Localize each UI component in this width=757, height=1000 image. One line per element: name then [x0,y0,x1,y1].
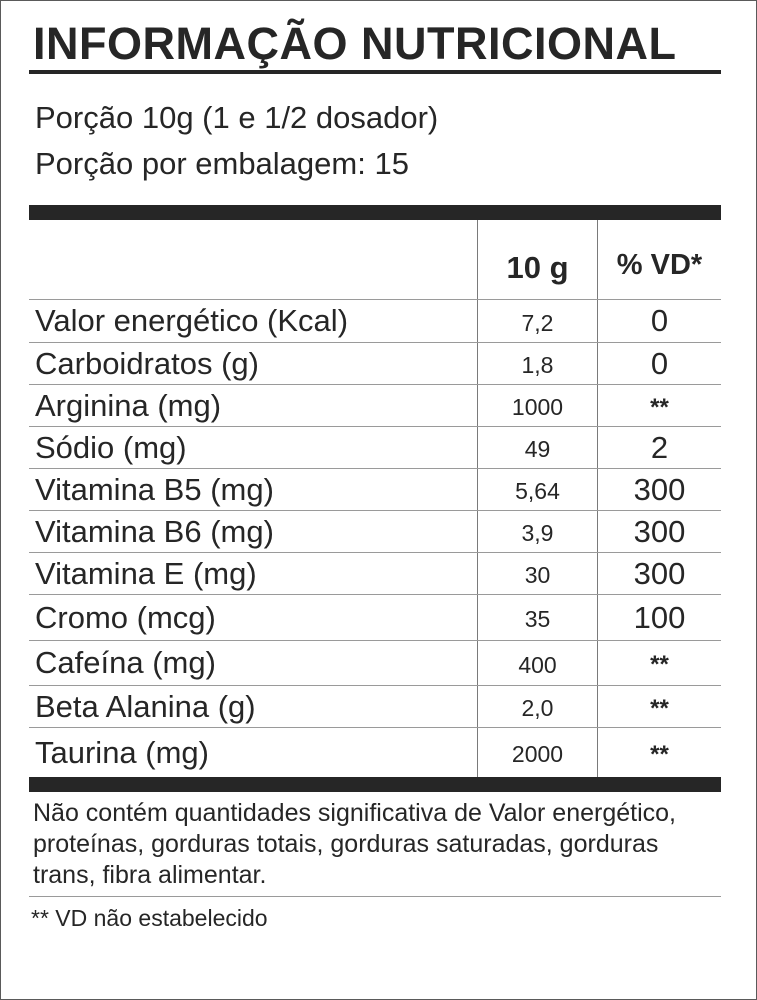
nutrient-daily-value: ** [650,651,669,678]
nutrient-amount: 5,64 [515,478,560,504]
label-title: INFORMAÇÃO NUTRICIONAL [33,18,677,69]
nutrient-daily-value: 0 [650,303,669,338]
servings-per-package: Porção por embalagem: 15 [35,146,409,181]
nutrient-daily-value: 100 [633,599,686,635]
serving-size: Porção 10g (1 e 1/2 dosador) [35,100,439,135]
nutrient-daily-value: 2 [650,429,669,465]
nutrient-name: Cafeína (mg) [35,645,216,680]
table-row: Vitamina B6 (mg) 3,9 300 [29,511,721,552]
nutrient-amount: 2,0 [521,695,554,721]
title-divider [29,70,721,74]
nutrient-name: Carboidratos (g) [35,345,259,381]
column-divider-vd [597,220,598,777]
nutrient-amount: 2000 [511,741,564,767]
nutrient-daily-value: 300 [633,471,686,507]
nutrient-name: Arginina (mg) [35,387,222,423]
table-top-bar [29,205,721,220]
header-amount: 10 g [506,250,569,285]
row-divider [29,468,721,469]
nutrient-name: Vitamina B5 (mg) [35,471,274,507]
nutrient-name: Taurina (mg) [35,734,209,770]
nutrient-name: Beta Alanina (g) [35,688,256,724]
nutrient-amount: 1000 [511,394,564,420]
nutrient-daily-value: 300 [633,513,686,549]
column-divider-amount [477,220,478,777]
row-divider [29,384,721,385]
row-divider [29,426,721,427]
nutrient-amount: 1,8 [521,352,554,378]
table-row: Taurina (mg) 2000 ** [29,728,721,777]
not-significant-note: Não contém quantidades significativa de … [33,799,676,889]
nutrient-name: Valor energético (Kcal) [35,303,349,338]
table-row: Arginina (mg) 1000 ** [29,385,721,426]
row-divider [29,510,721,511]
nutrient-daily-value: ** [650,740,669,768]
row-divider [29,594,721,595]
nutrient-amount: 30 [524,562,551,588]
nutrient-name: Cromo (mcg) [35,599,216,635]
nutrient-daily-value: ** [650,694,669,722]
row-divider [29,552,721,553]
table-row: Carboidratos (g) 1,8 0 [29,343,721,384]
row-divider [29,640,721,641]
nutrient-amount: 49 [524,436,551,462]
nutrient-amount: 35 [524,606,551,632]
row-divider [29,342,721,343]
vd-not-established-note: ** VD não estabelecido [31,905,268,931]
table-row: Beta Alanina (g) 2,0 ** [29,686,721,727]
row-divider [29,299,721,300]
table-bottom-bar [29,777,721,792]
table-row: Cafeína (mg) 400 ** [29,641,721,685]
footnote-divider [29,896,721,897]
nutrient-name: Sódio (mg) [35,429,187,465]
row-divider [29,727,721,728]
table-row: Vitamina E (mg) 30 300 [29,553,721,594]
header-daily-value: % VD* [616,249,703,281]
table-row: Cromo (mcg) 35 100 [29,595,721,640]
table-row: Vitamina B5 (mg) 5,64 300 [29,469,721,510]
nutrient-name: Vitamina B6 (mg) [35,513,274,549]
nutrient-amount: 400 [518,651,557,678]
nutrition-table: 10 g % VD* Valor energético (Kcal) 7,2 0 Ca… [29,220,721,777]
nutrient-daily-value: 0 [650,345,669,381]
nutrient-daily-value: 300 [633,555,686,591]
table-row: Valor energético (Kcal) 7,2 0 [29,300,721,342]
table-row: Sódio (mg) 49 2 [29,427,721,468]
row-divider [29,685,721,686]
nutrient-name: Vitamina E (mg) [35,555,257,591]
nutrient-daily-value: ** [650,393,669,421]
nutrient-amount: 7,2 [521,309,554,336]
nutrient-amount: 3,9 [521,520,554,546]
